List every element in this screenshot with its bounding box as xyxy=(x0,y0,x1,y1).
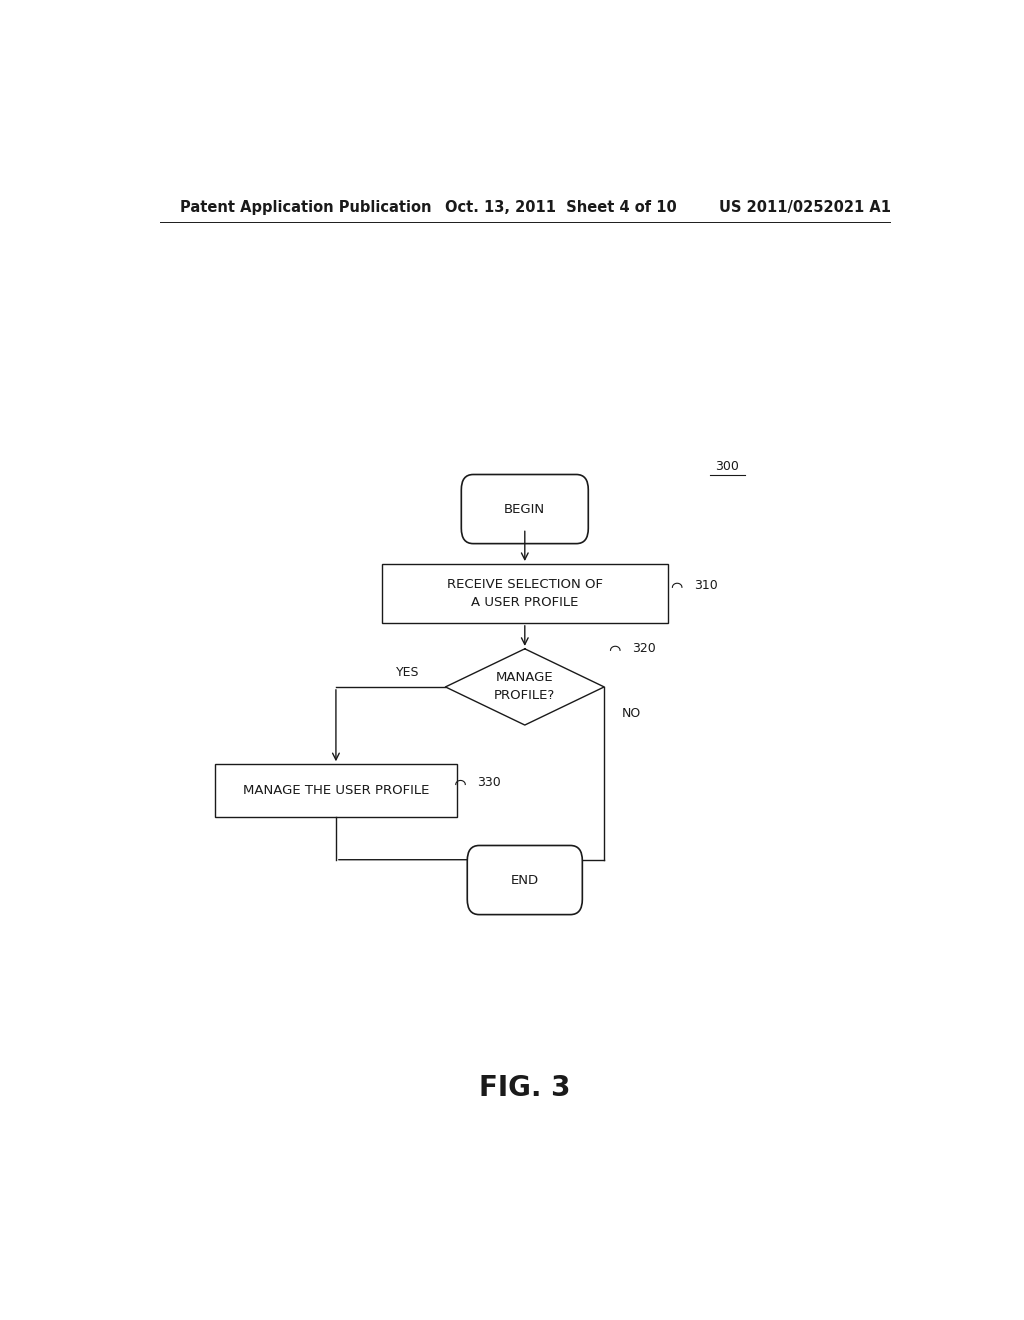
Text: 330: 330 xyxy=(477,776,501,789)
Text: BEGIN: BEGIN xyxy=(504,503,546,516)
Text: YES: YES xyxy=(395,667,419,680)
Text: 300: 300 xyxy=(715,459,739,473)
FancyBboxPatch shape xyxy=(467,846,583,915)
Text: 310: 310 xyxy=(694,578,718,591)
Text: MANAGE THE USER PROFILE: MANAGE THE USER PROFILE xyxy=(243,784,429,797)
Text: RECEIVE SELECTION OF
A USER PROFILE: RECEIVE SELECTION OF A USER PROFILE xyxy=(446,578,603,609)
Text: 320: 320 xyxy=(632,642,655,655)
Bar xyxy=(215,764,457,817)
Polygon shape xyxy=(445,649,604,725)
Text: MANAGE
PROFILE?: MANAGE PROFILE? xyxy=(495,672,555,702)
Text: US 2011/0252021 A1: US 2011/0252021 A1 xyxy=(719,199,891,215)
Text: Patent Application Publication: Patent Application Publication xyxy=(179,199,431,215)
Text: END: END xyxy=(511,874,539,887)
Bar xyxy=(382,564,668,623)
FancyBboxPatch shape xyxy=(461,474,588,544)
Text: Oct. 13, 2011  Sheet 4 of 10: Oct. 13, 2011 Sheet 4 of 10 xyxy=(445,199,677,215)
Text: NO: NO xyxy=(622,706,641,719)
Text: FIG. 3: FIG. 3 xyxy=(479,1074,570,1102)
